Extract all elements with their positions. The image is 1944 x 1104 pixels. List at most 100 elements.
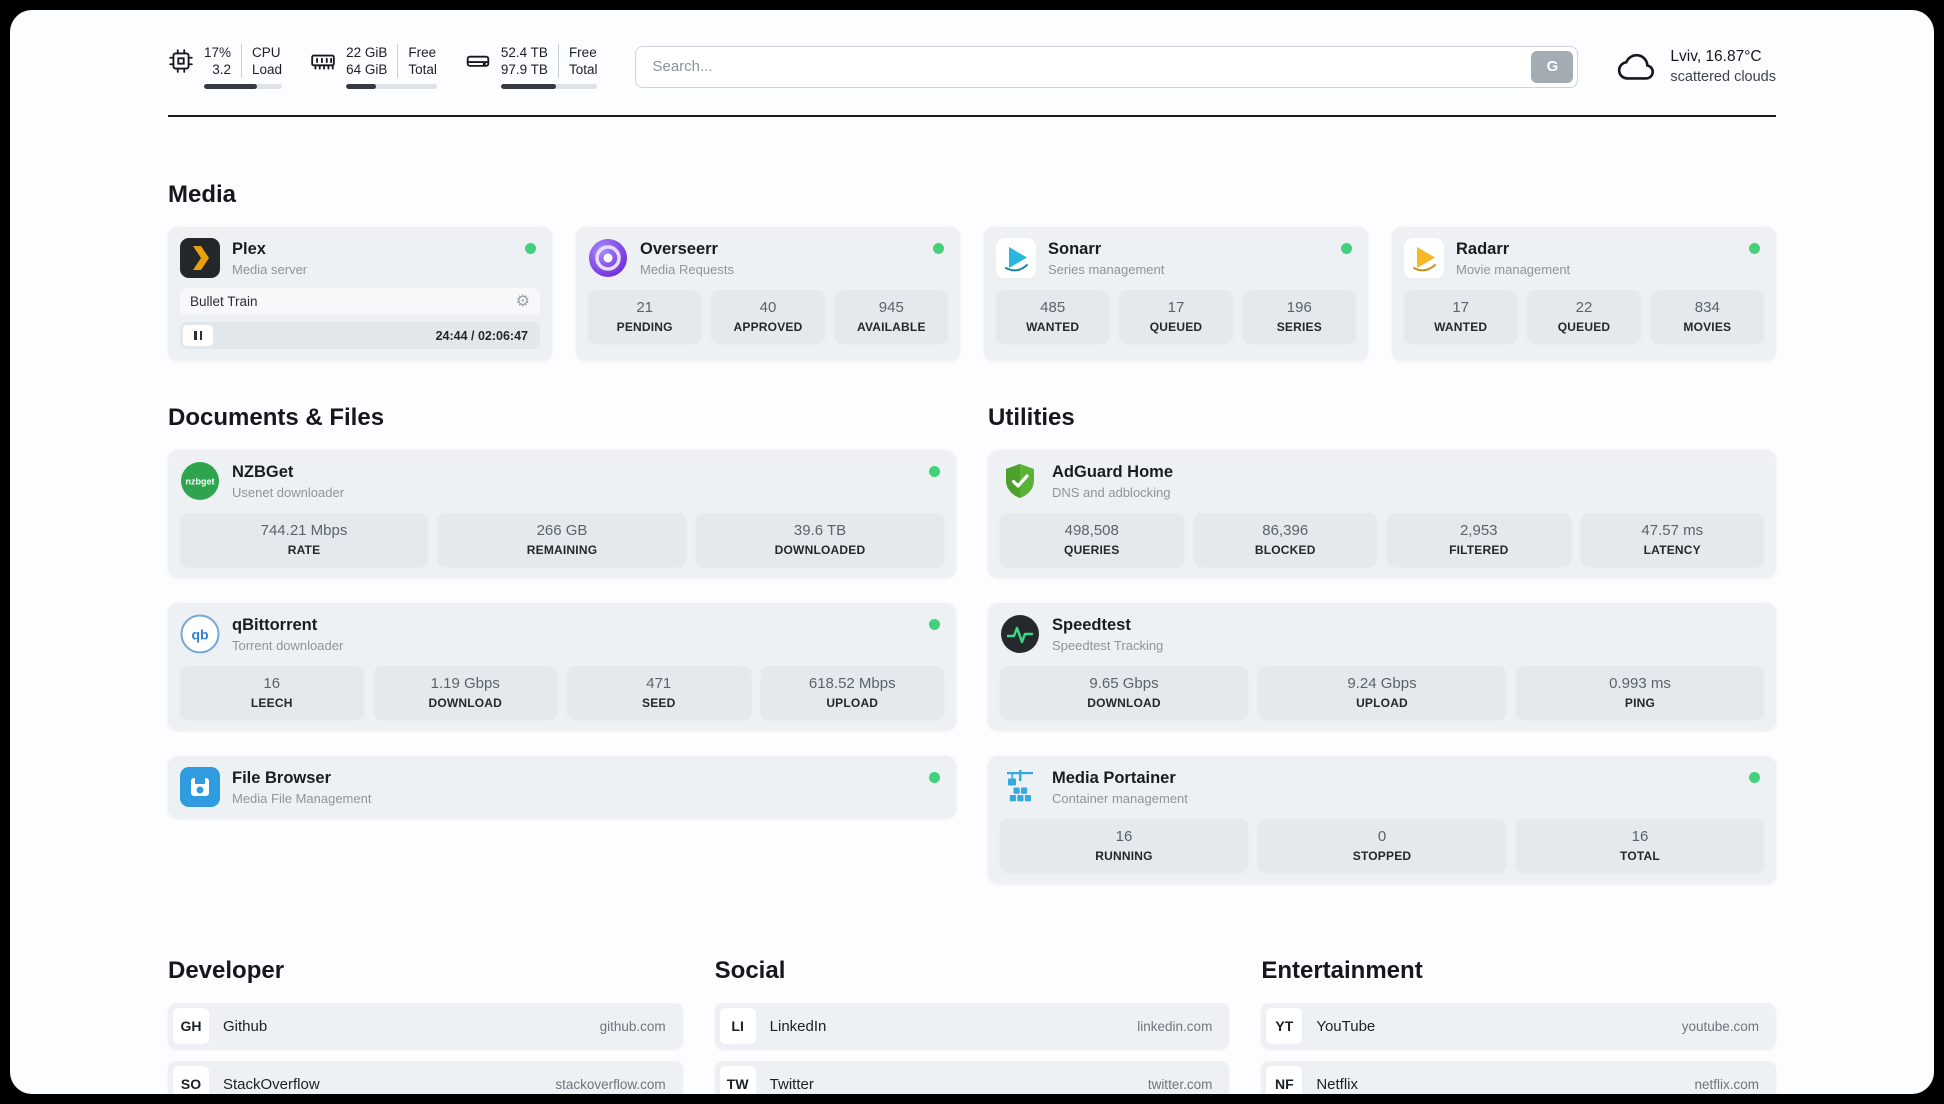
stat-tile: 196 SERIES (1242, 290, 1356, 343)
documents-section-title: Documents & Files (168, 404, 385, 431)
stat-tile: 16 TOTAL (1516, 819, 1764, 872)
portainer-icon (1000, 767, 1040, 807)
radarr-card[interactable]: Radarr Movie management 17 WANTED 22 QUE… (1392, 227, 1776, 360)
section-developer: Developer GH Github github.com SO StackO… (168, 957, 683, 1094)
app-name: AdGuard Home (1052, 462, 1174, 481)
plex-icon (180, 238, 220, 278)
nzbget-icon: nzbget (180, 461, 220, 501)
svg-text:qb: qb (191, 627, 208, 643)
stat-tile: 471 SEED (567, 666, 751, 719)
stat-tile: 834 MOVIES (1650, 290, 1764, 343)
github-icon: GH (173, 1008, 209, 1044)
bookmark-stackoverflow[interactable]: SO StackOverflow stackoverflow.com (168, 1061, 683, 1094)
cpu-label: CPU (252, 45, 281, 60)
overseerr-icon (588, 238, 628, 278)
speedtest-card[interactable]: Speedtest Speedtest Tracking 9.65 Gbps D… (988, 603, 1776, 730)
stat-tile: 40 APPROVED (711, 290, 825, 343)
filebrowser-card[interactable]: File Browser Media File Management (168, 756, 956, 818)
app-name: Speedtest (1052, 615, 1131, 634)
qbittorrent-card[interactable]: qb qBittorrent Torrent downloader 16 LEE… (168, 603, 956, 730)
stat-tile: 498,508 QUERIES (1000, 513, 1184, 566)
portainer-card[interactable]: Media Portainer Container management 16 … (988, 756, 1776, 883)
search-engine-button[interactable]: G (1531, 50, 1574, 83)
search-input[interactable] (640, 58, 1532, 75)
entertainment-section-title: Entertainment (1261, 957, 1423, 984)
plex-card[interactable]: Plex Media server Bullet Train ⚙ 24:44 /… (168, 227, 552, 360)
filebrowser-icon (180, 767, 220, 807)
cpu-usage-value: 17% (204, 45, 232, 60)
nzbget-card[interactable]: nzbget NZBGet Usenet downloader 744.21 M… (168, 450, 956, 577)
radarr-icon (1404, 238, 1444, 278)
bookmark-twitter[interactable]: TW Twitter twitter.com (714, 1061, 1230, 1094)
app-name: NZBGet (232, 462, 294, 481)
search-bar[interactable]: G (635, 45, 1579, 88)
header: 17% 3.2 CPU Load (168, 44, 1776, 89)
status-dot (933, 243, 944, 254)
disk-progress-bar (500, 84, 598, 89)
adguard-icon (1000, 461, 1040, 501)
twitter-icon: TW (719, 1066, 756, 1094)
bookmark-linkedin[interactable]: LI LinkedIn linkedin.com (714, 1003, 1230, 1049)
stat-tile: 2,953 FILTERED (1387, 513, 1571, 566)
cpu-load-value: 3.2 (212, 62, 232, 77)
section-entertainment: Entertainment YT YouTube youtube.com NF … (1261, 957, 1776, 1094)
app-subtitle: DNS and adblocking (1052, 484, 1171, 500)
app-subtitle: Movie management (1456, 261, 1571, 277)
status-dot (929, 466, 940, 477)
app-subtitle: Speedtest Tracking (1052, 637, 1164, 653)
now-playing-title: Bullet Train (190, 294, 258, 309)
status-dot (929, 619, 940, 630)
stat-tile: 17 QUEUED (1119, 290, 1233, 343)
app-subtitle: Series management (1048, 261, 1165, 277)
app-subtitle: Media Requests (640, 261, 734, 277)
app-subtitle: Container management (1052, 790, 1188, 806)
bookmark-netflix[interactable]: NF Netflix netflix.com (1261, 1061, 1776, 1094)
app-name: Plex (232, 239, 266, 258)
app-subtitle: Usenet downloader (232, 484, 345, 500)
media-section-title: Media (168, 181, 237, 208)
stat-tile: 47.57 ms LATENCY (1580, 513, 1764, 566)
bookmark-github[interactable]: GH Github github.com (168, 1003, 683, 1049)
now-playing-bar: Bullet Train ⚙ (180, 288, 540, 315)
app-name: Sonarr (1048, 239, 1102, 258)
status-dot (1749, 243, 1760, 254)
app-name: Radarr (1456, 239, 1510, 258)
gear-icon[interactable]: ⚙ (515, 292, 530, 310)
cpu-progress-fill (204, 84, 258, 89)
pause-button[interactable] (183, 325, 213, 346)
app-name: File Browser (232, 768, 332, 787)
stat-tile: 0.993 ms PING (1516, 666, 1764, 719)
youtube-icon: YT (1266, 1008, 1303, 1044)
player-progress-bar: 24:44 / 02:06:47 (180, 322, 540, 349)
cloud-icon (1616, 46, 1658, 88)
ram-total-value: 64 GiB (346, 62, 388, 77)
disk-total-value: 97.9 TB (500, 62, 548, 77)
bookmark-youtube[interactable]: YT YouTube youtube.com (1261, 1003, 1776, 1049)
section-documents: Documents & Files nzbget NZBGet Usenet d… (168, 404, 956, 883)
header-divider (168, 115, 1776, 117)
app-name: Media Portainer (1052, 768, 1176, 787)
weather-condition: scattered clouds (1670, 69, 1776, 85)
stat-tile: 86,396 BLOCKED (1193, 513, 1377, 566)
stat-tile: 22 QUEUED (1527, 290, 1641, 343)
system-monitors: 17% 3.2 CPU Load (168, 44, 598, 89)
stackoverflow-icon: SO (173, 1066, 209, 1094)
disk-monitor: 52.4 TB 97.9 TB Free Total (465, 44, 598, 89)
overseerr-card[interactable]: Overseerr Media Requests 21 PENDING 40 A… (576, 227, 960, 360)
section-media: Media Plex Media server Bullet Train (168, 181, 1776, 360)
stat-tile: 17 WANTED (1404, 290, 1518, 343)
ram-progress-fill (346, 84, 377, 89)
section-social: Social LI LinkedIn linkedin.com TW Twitt… (714, 957, 1230, 1094)
sonarr-card[interactable]: Sonarr Series management 485 WANTED 17 Q… (984, 227, 1368, 360)
ram-total-label: Total (408, 62, 437, 77)
netflix-icon: NF (1266, 1066, 1303, 1094)
stat-tile: 618.52 Mbps UPLOAD (760, 666, 944, 719)
disk-free-label: Free (568, 45, 597, 60)
adguard-card[interactable]: AdGuard Home DNS and adblocking 498,508 … (988, 450, 1776, 577)
ram-free-label: Free (408, 45, 437, 60)
weather-widget: Lviv, 16.87°C scattered clouds (1616, 46, 1776, 88)
status-dot (1749, 772, 1760, 783)
disk-total-label: Total (568, 62, 598, 77)
stat-tile: 39.6 TB DOWNLOADED (696, 513, 944, 566)
app-name: Overseerr (640, 239, 718, 258)
